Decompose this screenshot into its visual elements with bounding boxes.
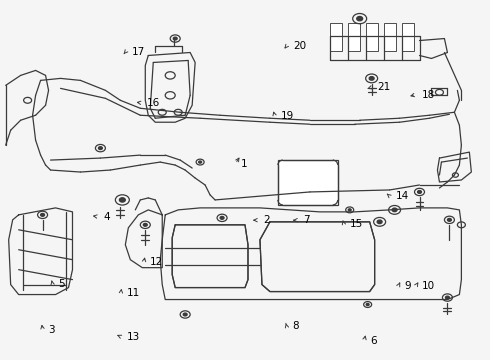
Text: 21: 21	[377, 82, 390, 93]
Text: 6: 6	[370, 336, 377, 346]
Text: 9: 9	[404, 281, 411, 291]
Text: 14: 14	[395, 191, 409, 201]
Text: 3: 3	[49, 325, 55, 335]
Polygon shape	[278, 160, 338, 205]
Text: 11: 11	[127, 288, 140, 298]
Text: 8: 8	[293, 321, 299, 331]
Circle shape	[392, 208, 397, 212]
Text: 13: 13	[127, 332, 140, 342]
Circle shape	[445, 296, 449, 299]
Circle shape	[447, 219, 451, 221]
Circle shape	[173, 37, 177, 40]
Circle shape	[183, 313, 187, 316]
Text: 2: 2	[264, 215, 270, 225]
Circle shape	[143, 223, 147, 226]
Text: 18: 18	[422, 90, 435, 100]
Text: 10: 10	[422, 281, 435, 291]
Text: 19: 19	[281, 111, 294, 121]
Circle shape	[357, 17, 363, 21]
Text: 1: 1	[241, 159, 248, 169]
Bar	[384, 23, 395, 50]
Circle shape	[198, 161, 201, 163]
Circle shape	[377, 220, 382, 224]
Text: 15: 15	[349, 219, 363, 229]
Text: 20: 20	[293, 41, 306, 50]
Text: 17: 17	[132, 46, 145, 57]
Text: 5: 5	[58, 279, 65, 289]
Text: 4: 4	[103, 212, 110, 221]
Polygon shape	[172, 225, 248, 288]
Circle shape	[366, 303, 369, 306]
Circle shape	[120, 198, 125, 202]
Bar	[330, 23, 342, 50]
Polygon shape	[260, 222, 375, 292]
Circle shape	[220, 216, 224, 219]
Bar	[401, 23, 414, 50]
Circle shape	[98, 147, 102, 150]
Circle shape	[369, 77, 374, 80]
Circle shape	[41, 213, 45, 216]
Text: 12: 12	[150, 257, 163, 267]
Circle shape	[417, 190, 421, 193]
Text: 16: 16	[147, 98, 161, 108]
Circle shape	[348, 209, 351, 211]
Bar	[366, 23, 378, 50]
Bar	[348, 23, 360, 50]
Text: 7: 7	[303, 215, 309, 225]
